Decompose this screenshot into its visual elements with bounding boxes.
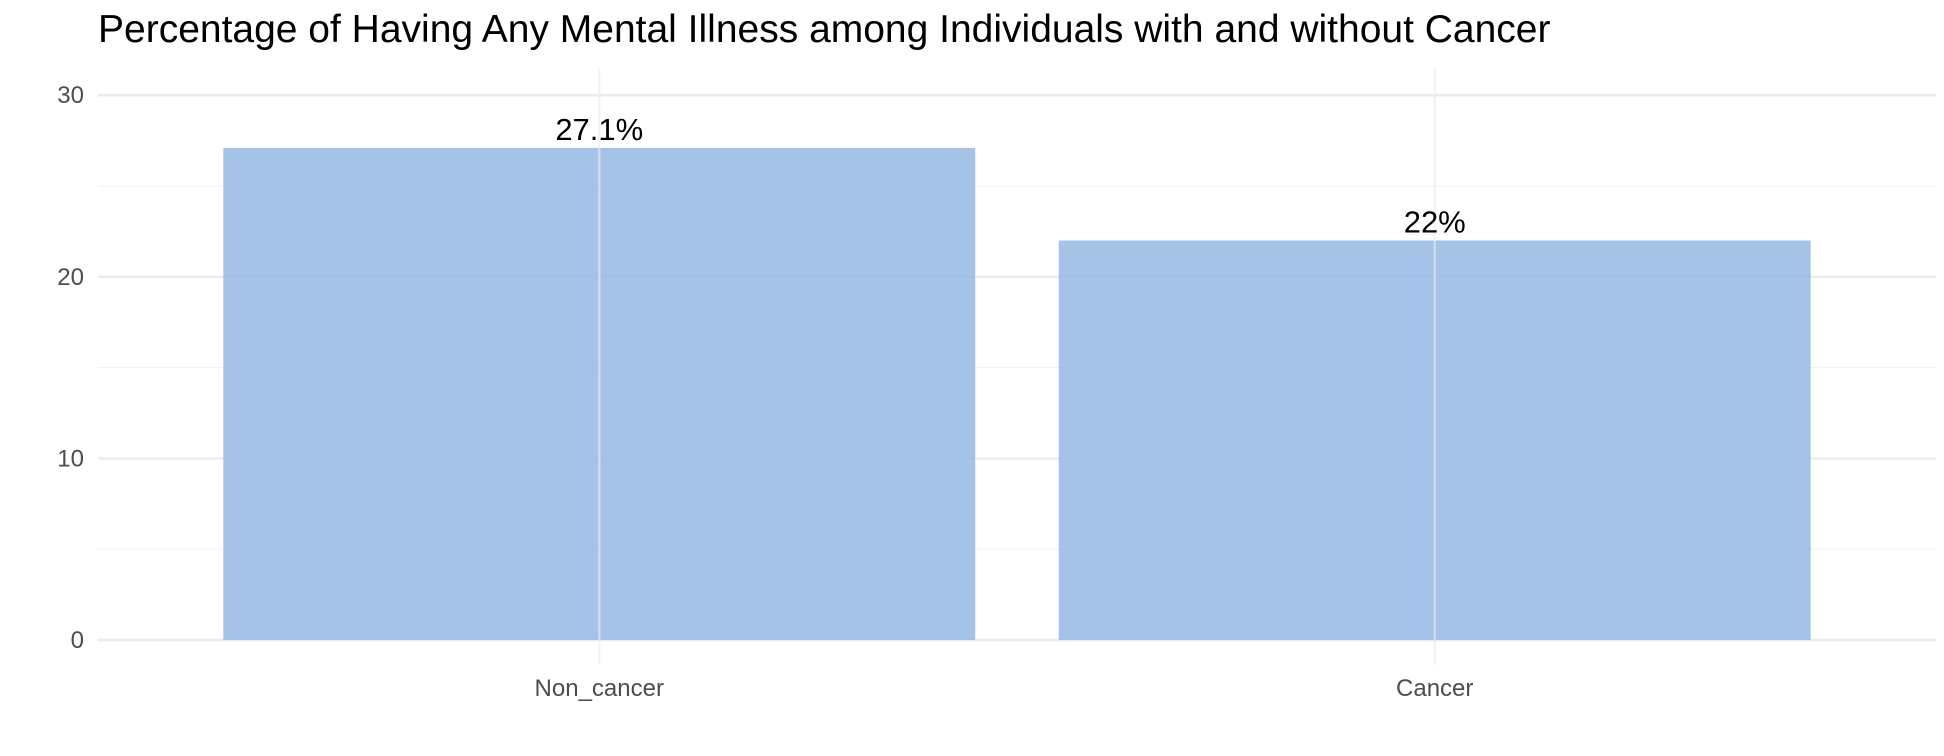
y-tick-label: 0: [71, 627, 84, 654]
y-tick-label: 30: [57, 82, 84, 109]
x-tick-labels: Non_cancer Cancer: [535, 675, 1474, 702]
x-tick-label: Non_cancer: [535, 675, 664, 702]
data-labels: 27.1% 22%: [555, 112, 1465, 240]
y-tick-label: 10: [57, 445, 84, 472]
y-tick-labels: 0 10 20 30: [57, 82, 84, 654]
data-label: 22%: [1404, 205, 1466, 240]
chart-title: Percentage of Having Any Mental Illness …: [98, 8, 1551, 51]
bars: [223, 147, 1811, 640]
y-tick-label: 20: [57, 264, 84, 291]
x-gridlines: [598, 68, 1436, 665]
x-tick-label: Cancer: [1396, 675, 1473, 702]
data-label: 27.1%: [555, 112, 643, 147]
